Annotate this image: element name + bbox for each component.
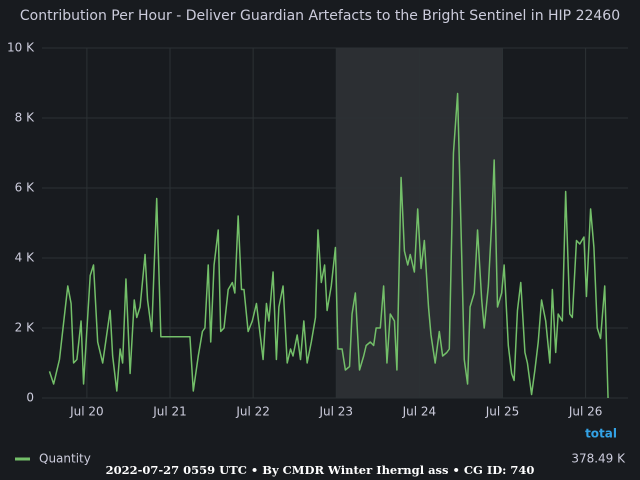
x-tick-label: Jul 24 — [402, 405, 437, 419]
x-tick-label: Jul 23 — [318, 405, 353, 419]
data-line — [48, 92, 609, 399]
y-tick-label: 6 K — [15, 181, 35, 195]
y-tick-label: 0 — [26, 391, 34, 405]
legend-label: Quantity — [39, 452, 91, 466]
y-tick-label: 4 K — [15, 251, 35, 265]
legend-header: total — [585, 427, 617, 441]
chart-title: Contribution Per Hour - Deliver Guardian… — [20, 8, 620, 24]
x-tick-label: Jul 20 — [69, 405, 104, 419]
footer: 2022-07-27 0559 UTC • By CMDR Winter Ihe… — [106, 463, 535, 477]
x-tick-label: Jul 21 — [152, 405, 187, 419]
x-tick-label: Jul 25 — [485, 405, 520, 419]
x-tick-label: Jul 26 — [568, 405, 603, 419]
x-tick-label: Jul 22 — [235, 405, 270, 419]
y-tick-label: 10 K — [7, 41, 35, 55]
y-tick-label: 2 K — [15, 321, 35, 335]
legend-total: 378.49 K — [571, 452, 626, 466]
y-tick-label: 8 K — [15, 111, 35, 125]
